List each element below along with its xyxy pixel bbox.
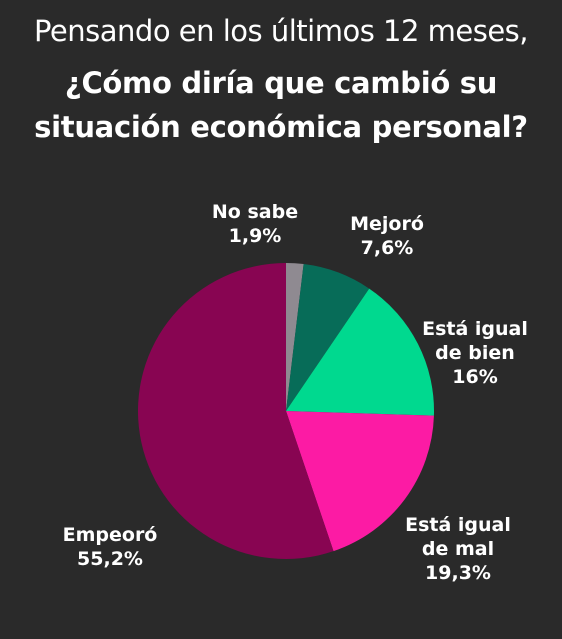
chart-title-line-2: ¿Cómo diría que cambió su <box>64 66 498 100</box>
slice-label-text: Mejoró <box>350 213 424 235</box>
slice-value-text: 16% <box>452 366 497 388</box>
slice-value-text: 7,6% <box>361 237 414 259</box>
slice-label-text: Está igual <box>405 514 511 536</box>
slice-igual-bien <box>286 288 435 416</box>
slice-label-text: de bien <box>435 342 515 364</box>
label-empeoro: Empeoró 55,2% <box>63 524 158 570</box>
chart-title-line-1: Pensando en los últimos 12 meses, <box>33 14 529 48</box>
label-igual-mal: Está igual de mal 19,3% <box>405 514 511 584</box>
label-igual-bien: Está igual de bien 16% <box>422 318 528 388</box>
slice-value-text: 1,9% <box>229 225 282 247</box>
slice-no-sabe <box>286 263 304 411</box>
slice-label-text: de mal <box>422 538 494 560</box>
label-no-sabe: No sabe 1,9% <box>212 201 298 247</box>
slice-label-text: Empeoró <box>63 524 158 546</box>
slice-mejoro <box>286 264 370 411</box>
chart-title-line-3: situación económica personal? <box>34 110 528 144</box>
slice-empeoro <box>137 263 334 559</box>
pie-slices <box>137 263 435 559</box>
slice-value-text: 55,2% <box>77 548 143 570</box>
slice-labels: No sabe 1,9%Mejoró 7,6%Está igual de bien 16… <box>63 201 528 584</box>
label-mejoro: Mejoró 7,6% <box>350 213 424 259</box>
slice-label-text: Está igual <box>422 318 528 340</box>
slice-label-text: No sabe <box>212 201 298 223</box>
slice-value-text: 19,3% <box>425 562 491 584</box>
slice-igual-mal <box>286 411 434 552</box>
